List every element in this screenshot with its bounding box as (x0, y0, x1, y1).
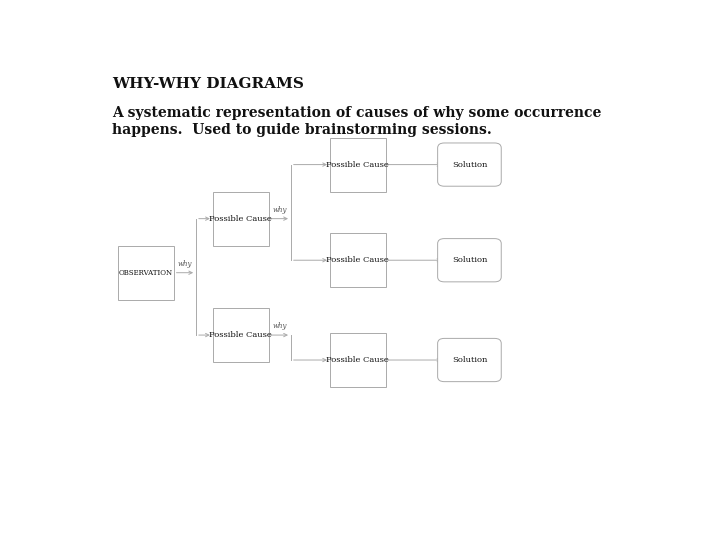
Text: Possible Cause: Possible Cause (210, 331, 272, 339)
Text: why: why (272, 206, 287, 214)
Text: Possible Cause: Possible Cause (210, 214, 272, 222)
FancyBboxPatch shape (213, 308, 269, 362)
Text: OBSERVATION: OBSERVATION (119, 269, 173, 276)
Text: WHY-WHY DIAGRAMS: WHY-WHY DIAGRAMS (112, 77, 304, 91)
FancyBboxPatch shape (118, 246, 174, 300)
FancyBboxPatch shape (438, 143, 501, 186)
Text: why: why (272, 322, 287, 330)
FancyBboxPatch shape (438, 339, 501, 382)
FancyBboxPatch shape (330, 233, 386, 287)
Text: Solution: Solution (451, 256, 487, 264)
Text: why: why (178, 260, 192, 268)
Text: Solution: Solution (451, 160, 487, 168)
Text: Solution: Solution (451, 356, 487, 364)
Text: Possible Cause: Possible Cause (326, 256, 390, 264)
Text: Possible Cause: Possible Cause (326, 160, 390, 168)
FancyBboxPatch shape (330, 333, 386, 387)
FancyBboxPatch shape (330, 138, 386, 192)
Text: Possible Cause: Possible Cause (326, 356, 390, 364)
FancyBboxPatch shape (438, 239, 501, 282)
FancyBboxPatch shape (213, 192, 269, 246)
Text: A systematic representation of causes of why some occurrence
happens.  Used to g: A systematic representation of causes of… (112, 106, 602, 137)
